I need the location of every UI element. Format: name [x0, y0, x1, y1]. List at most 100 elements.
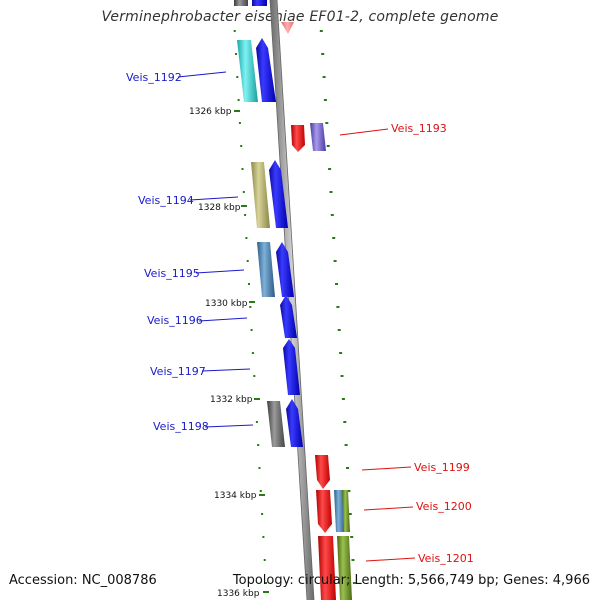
- guide-dot: [240, 145, 243, 147]
- gene-feature: [257, 242, 275, 297]
- guide-dot: [350, 536, 354, 538]
- gene-feature: [337, 536, 352, 600]
- guide-dot: [248, 283, 250, 285]
- guide-dot: [341, 398, 345, 400]
- guide-dot: [329, 191, 333, 193]
- gene-arrow: [286, 399, 303, 447]
- guide-dot: [253, 375, 256, 377]
- guide-dot: [249, 306, 252, 308]
- gene-label-veis-1193[interactable]: Veis_1193: [391, 122, 447, 135]
- kbp-tick-mark: [234, 110, 240, 112]
- guide-dot: [328, 168, 332, 170]
- gene-label-veis-1196[interactable]: Veis_1196: [147, 314, 203, 327]
- guide-dot: [233, 30, 236, 32]
- leader-line: [204, 424, 254, 428]
- guide-dot: [326, 145, 330, 147]
- gene-feature: [342, 490, 350, 532]
- guide-dot: [352, 582, 356, 584]
- guide-dot: [322, 76, 326, 78]
- guide-dot: [336, 306, 340, 308]
- leader-line: [363, 506, 414, 511]
- gene-label-veis-1194[interactable]: Veis_1194: [138, 194, 194, 207]
- kbp-label: 1328 kbp: [198, 203, 241, 213]
- guide-dot: [339, 352, 343, 354]
- kbp-scale: 1326 kbp 1328 kbp 1330 kbp 1332 kbp 1334…: [189, 107, 269, 599]
- gene-arrow: [316, 490, 332, 533]
- gene-feature: [267, 401, 285, 447]
- guide-dot: [333, 260, 337, 262]
- guide-dot: [343, 421, 347, 423]
- leader-line: [177, 71, 227, 78]
- leader-line: [339, 128, 389, 136]
- gene-arrow: [318, 536, 336, 600]
- gene-arrow: [280, 295, 297, 338]
- guide-dot: [238, 122, 241, 124]
- guide-dot: [348, 513, 352, 515]
- guide-dot: [250, 329, 253, 331]
- forward-gene-labels: Veis_1192 Veis_1194 Veis_1195 Veis_1196 …: [126, 71, 254, 433]
- guide-dot: [245, 237, 248, 239]
- partial-features-top: [234, 0, 294, 34]
- leader-line: [201, 368, 251, 372]
- guide-dot: [265, 582, 267, 584]
- gene-label-veis-1201[interactable]: Veis_1201: [418, 552, 474, 565]
- gene-arrow: [315, 455, 330, 489]
- gene-label-veis-1197[interactable]: Veis_1197: [150, 365, 206, 378]
- kbp-label: 1332 kbp: [210, 395, 253, 405]
- kbp-label: 1336 kbp: [217, 589, 260, 599]
- guide-dot: [259, 490, 262, 492]
- gene-label-veis-1199[interactable]: Veis_1199: [414, 461, 470, 474]
- gene-label-veis-1192[interactable]: Veis_1192: [126, 71, 182, 84]
- guide-dot: [244, 214, 247, 216]
- kbp-tick-mark: [254, 398, 260, 400]
- genome-summary-text: Topology: circular; Length: 5,566,749 bp…: [232, 573, 590, 588]
- gene-arrow: [269, 160, 288, 228]
- guide-dot: [242, 191, 245, 193]
- guide-dot: [351, 559, 355, 561]
- guide-dot: [323, 99, 327, 101]
- gene-feature: [237, 40, 258, 102]
- kbp-tick-mark: [263, 591, 269, 593]
- gene-feature: [251, 162, 270, 228]
- gene-arrow: [291, 125, 305, 152]
- guide-dot: [236, 76, 239, 78]
- guide-dot: [257, 444, 260, 446]
- kbp-tick-mark: [259, 494, 265, 496]
- guide-dot: [330, 214, 334, 216]
- guide-dot: [346, 467, 349, 469]
- gene-label-veis-1200[interactable]: Veis_1200: [416, 500, 472, 513]
- guide-dot: [321, 53, 325, 55]
- reverse-gene-labels: Veis_1193 Veis_1199 Veis_1200 Veis_1201: [339, 122, 474, 565]
- map-title: Verminephrobacter eiseniae EF01-2, compl…: [101, 9, 499, 25]
- gene-feature: [334, 490, 345, 532]
- guide-dot: [332, 237, 336, 239]
- gene-arrow: [276, 242, 294, 297]
- guide-dot: [325, 122, 329, 124]
- accession-text: Accession: NC_008786: [9, 573, 157, 588]
- guide-dot: [255, 421, 258, 423]
- guide-dot: [261, 513, 264, 515]
- guide-dot: [237, 99, 240, 101]
- guide-dot: [344, 444, 348, 446]
- kbp-label: 1330 kbp: [205, 299, 248, 309]
- reverse-strand-features: [291, 123, 352, 600]
- leader-line: [189, 196, 239, 201]
- leader-line: [365, 557, 416, 562]
- guide-dot: [347, 490, 351, 492]
- gene-feature: [310, 123, 326, 151]
- gene-label-veis-1198[interactable]: Veis_1198: [153, 420, 209, 433]
- gene-label-veis-1195[interactable]: Veis_1195: [144, 267, 200, 280]
- leader-line: [198, 317, 248, 322]
- leader-line: [361, 466, 412, 471]
- guide-dot: [340, 375, 344, 377]
- guide-dot: [335, 283, 338, 285]
- leader-line: [195, 269, 245, 274]
- guide-dot: [262, 536, 265, 538]
- guide-dot: [251, 352, 254, 354]
- guide-dot: [241, 168, 244, 170]
- guide-dot: [235, 53, 237, 55]
- genome-backbone: [269, 0, 315, 600]
- guide-dot: [263, 559, 266, 561]
- kbp-tick-mark: [249, 301, 255, 303]
